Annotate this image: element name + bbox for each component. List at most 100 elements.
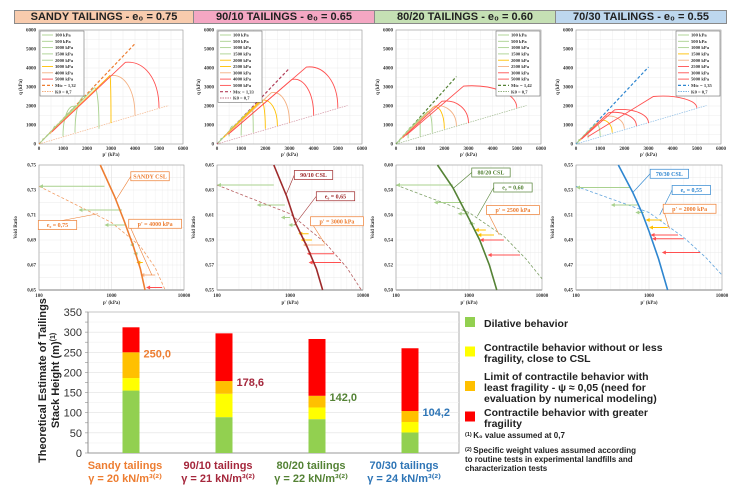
legend-label: Limit of contractile behavior with [484, 371, 649, 383]
y-tick-label: 250 [64, 347, 82, 359]
x-tick-label: 0 [395, 147, 398, 152]
plot-frame [395, 29, 542, 145]
bar-segment-3 [401, 348, 419, 412]
annotation-label: SANDY CSL [133, 174, 167, 180]
y-tick-label: 300 [64, 327, 82, 339]
annotation-leader [128, 223, 153, 276]
y-axis-label: q (kPa) [376, 79, 381, 95]
legend-label: Mtc = 1,32 [55, 83, 77, 88]
legend-label: 4000 kPa [55, 70, 74, 75]
arrow-head [635, 210, 640, 215]
legend-label: 1000 kPa [55, 45, 74, 50]
y-tick-label: 0,56 [384, 214, 393, 219]
annotation-label: 90/10 CSL [300, 173, 327, 179]
y-axis-label: Void Ratio [192, 216, 197, 239]
legend-label: Contractile behavior without or less [484, 342, 663, 354]
x-tick-label: 3000 [285, 147, 296, 152]
y-tick-label: 0,69 [27, 239, 36, 244]
bar-data-label: 250,0 [144, 348, 172, 360]
arrow-head [661, 250, 666, 255]
annotation-label: p' = 3000 kPa [320, 219, 355, 225]
bar-segment-1 [401, 421, 419, 433]
y-tick-label: 6000 [563, 29, 574, 34]
arrow-head [217, 183, 221, 187]
y-axis-label: Void Ratio [551, 216, 556, 239]
x-tick-label: 5000 [512, 147, 523, 152]
bar-segment-0 [122, 390, 140, 453]
x-tick-label: 3000 [644, 147, 655, 152]
legend-label: 2500 kPa [233, 64, 252, 69]
x-tick-label: 100 [572, 294, 580, 299]
legend-swatch [465, 411, 475, 422]
annotation-box [471, 167, 511, 178]
legend-label: 2000 kPa [233, 58, 252, 63]
legend-label: Contractile behavior with greater [484, 407, 648, 419]
void-ratio-chart-ep-sandy: 100 1000 10000 0,65 0,67 0,69 0,71 0,73 0,75 p' (… [14, 164, 191, 306]
stress-path-1000 [578, 123, 601, 142]
x-axis-label: p' (kPa) [103, 301, 120, 306]
arrow-head [457, 211, 462, 216]
y-tick-label: 3000 [204, 86, 215, 91]
k0-line [216, 105, 348, 145]
y-tick-label: 1000 [563, 124, 574, 129]
arrow-head [146, 285, 151, 290]
legend-label: Mtc = 1,35 [691, 83, 713, 88]
stress-path-3000 [49, 75, 112, 135]
legend-label: 1500 kPa [511, 52, 530, 57]
bar-segment-2 [308, 395, 326, 408]
annotation-leader [632, 173, 651, 193]
y-tick-label: 0,73 [27, 189, 36, 194]
y-tick-label: 0,57 [205, 264, 214, 269]
x-tick-label: 4000 [309, 147, 320, 152]
footnote-line: characterization tests [465, 464, 548, 473]
stack-height-bar-chart: 0 50 100 150 200 250 300 350 Theoretical Estimat… [37, 298, 460, 485]
y-axis-label: q (kPa) [19, 79, 24, 95]
stress-path-2000 [46, 87, 100, 136]
x-tick-label: 6000 [536, 147, 547, 152]
legend-label: least fragility - ψ ≈ 0,05 (need for [484, 382, 646, 394]
footnote-line: to routine tests in experimental landfil… [465, 455, 633, 464]
x-tick-label: 10000 [716, 294, 729, 299]
y-tick-label: 150 [64, 388, 82, 400]
legend-label: 3000 kPa [511, 70, 530, 75]
annotation-box [493, 182, 533, 193]
y-tick-label: 0,60 [384, 164, 393, 169]
x-axis-label: p' (kPa) [281, 153, 298, 158]
stress-path-1500 [221, 107, 254, 139]
legend-label: 3000 kPa [691, 70, 710, 75]
x-category-gamma: γ = 20 kN/m³⁽²⁾ [88, 473, 162, 485]
stress-path-1000 [44, 105, 76, 139]
x-tick-label: 0 [575, 147, 578, 152]
x-tick-label: 2000 [439, 147, 450, 152]
legend-label: 2000 kPa [511, 58, 530, 63]
legend-swatch [465, 381, 475, 391]
legend-swatch [465, 317, 475, 327]
x-category-label: Sandy tailings [88, 460, 163, 472]
legend-label: K0 = 0,7 [691, 89, 708, 94]
annotation-box [128, 218, 182, 229]
y-tick-label: 1000 [383, 124, 394, 129]
x-tick-label: 1000 [285, 294, 296, 299]
y-tick-label: 4000 [383, 67, 394, 72]
y-tick-label: 3000 [563, 86, 574, 91]
initial-state-curve [216, 184, 362, 291]
y-tick-label: 0,65 [27, 289, 36, 294]
bar-segment-2 [401, 411, 419, 422]
annotation-leader [294, 196, 317, 226]
y-tick-label: 0 [34, 143, 37, 148]
y-tick-label: 2000 [26, 105, 37, 110]
arrow-head [487, 253, 492, 257]
annotation-box [486, 205, 540, 215]
legend-label: 5000 kPa [233, 83, 252, 88]
y-tick-label: 0,45 [564, 289, 573, 294]
legend-label: 100 kPa [691, 33, 707, 38]
arrow-head [652, 236, 657, 241]
annotation-box [649, 168, 689, 179]
annotation-leader [659, 189, 673, 216]
y-axis-label: Void Ratio [371, 216, 376, 239]
x-tick-label: 2000 [260, 147, 271, 152]
annotation-label: e₀ = 0,60 [502, 186, 523, 192]
x-tick-label: 6000 [178, 147, 189, 152]
y-tick-label: 0,55 [564, 164, 573, 169]
